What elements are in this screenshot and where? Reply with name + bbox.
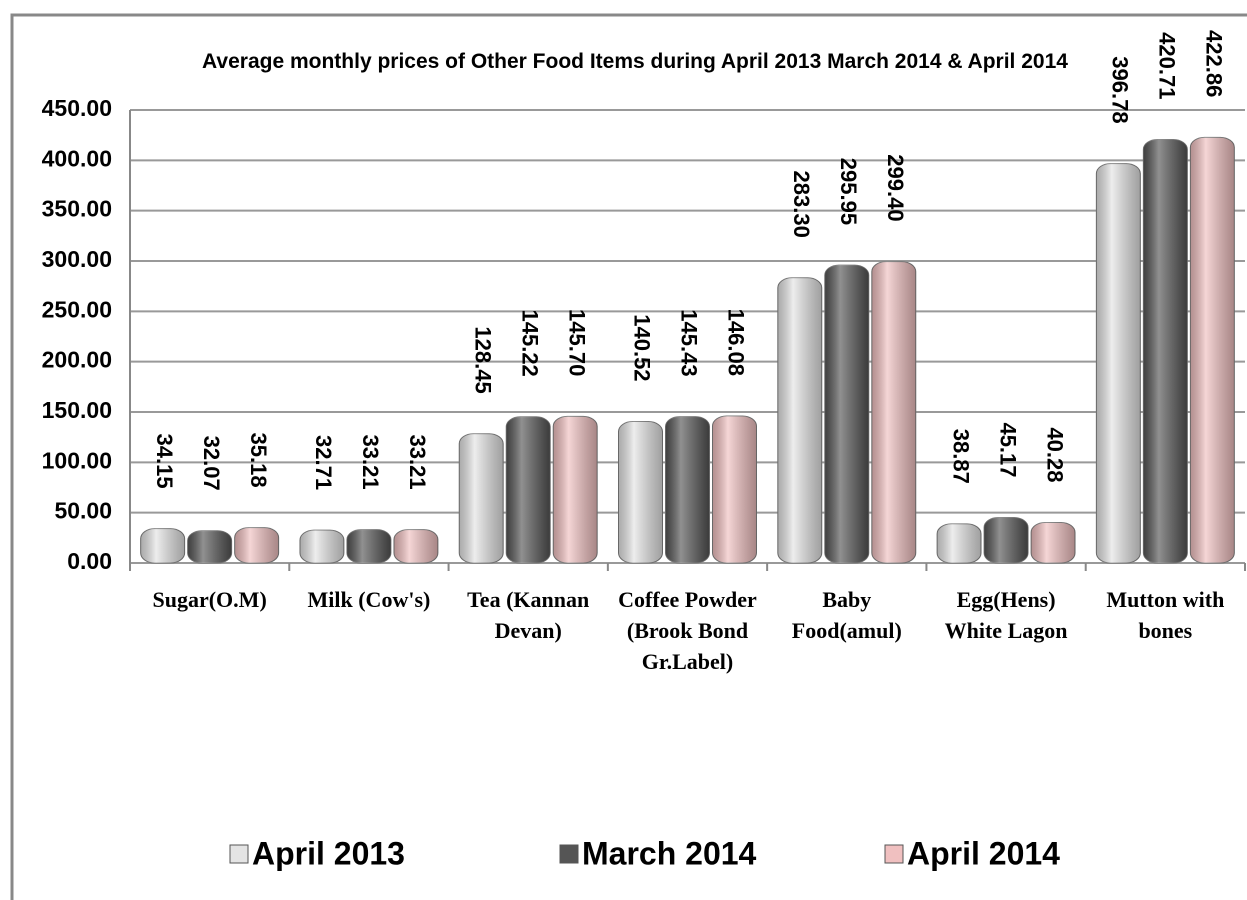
legend-label: April 2014 [907,835,1060,871]
value-label: 146.08 [724,309,749,376]
value-label: 32.71 [311,435,336,490]
bar [393,529,439,564]
y-tick-label: 100.00 [42,447,112,473]
value-label: 283.30 [789,171,814,238]
value-label: 422.86 [1202,30,1227,97]
legend-label: April 2013 [252,835,405,871]
legend-swatch [884,844,904,864]
value-label: 45.17 [995,422,1020,477]
value-label: 295.95 [836,158,861,225]
y-tick-label: 300.00 [42,246,112,272]
x-tick-label: Mutton with bones [1106,587,1225,643]
y-tick-label: 250.00 [42,296,112,322]
bar [936,523,982,564]
y-tick-label: 450.00 [42,95,112,121]
x-tick-label: Baby Food(amul) [791,587,902,643]
bar [712,415,757,564]
bar [552,415,598,564]
bar [458,433,504,564]
legend-swatch [229,844,249,864]
bar [1095,163,1141,564]
bar [983,517,1029,564]
bar [824,264,870,564]
bar [187,530,233,564]
x-tick-label: Coffee Powder (Brook Bond Gr.Label) [618,587,757,674]
x-tick-label: Milk (Cow's) [307,587,431,612]
x-tick-label: Sugar(O.M) [152,587,267,612]
legend-swatch [559,844,579,864]
value-label: 40.28 [1042,427,1067,482]
bar [299,529,345,564]
value-label: 396.78 [1108,56,1133,123]
y-tick-label: 0.00 [67,548,112,574]
bar [1030,521,1076,564]
x-tick-label: Tea (Kannan Devan) [467,587,590,643]
legend-label: March 2014 [582,835,757,871]
value-label: 299.40 [883,154,908,221]
value-label: 32.07 [199,436,224,491]
bar [871,261,917,564]
value-label: 33.21 [358,435,383,490]
bar [1142,138,1188,564]
chart-title: Average monthly prices of Other Food Ite… [202,50,1068,73]
value-label: 128.45 [470,326,495,393]
value-label: 145.22 [517,310,542,377]
bar [665,416,710,564]
value-label: 420.71 [1155,32,1180,99]
bar [234,527,280,564]
frame [10,13,1247,900]
value-label: 145.43 [677,309,702,376]
value-label: 33.21 [405,435,430,490]
value-label: 38.87 [948,429,973,484]
value-label: 35.18 [246,433,271,488]
bar [1189,136,1235,564]
value-label: 140.52 [630,314,655,381]
bar [346,529,392,564]
y-tick-label: 400.00 [42,145,112,171]
bar [140,528,186,564]
bar [618,421,663,564]
y-tick-label: 200.00 [42,347,112,373]
x-tick-label: Egg(Hens) White Lagon [944,587,1068,643]
bar [505,416,551,564]
value-label: 34.15 [152,434,177,489]
value-label: 145.70 [564,309,589,376]
y-tick-label: 150.00 [42,397,112,423]
y-tick-label: 50.00 [54,498,112,524]
y-tick-label: 350.00 [42,196,112,222]
bar [777,277,823,564]
